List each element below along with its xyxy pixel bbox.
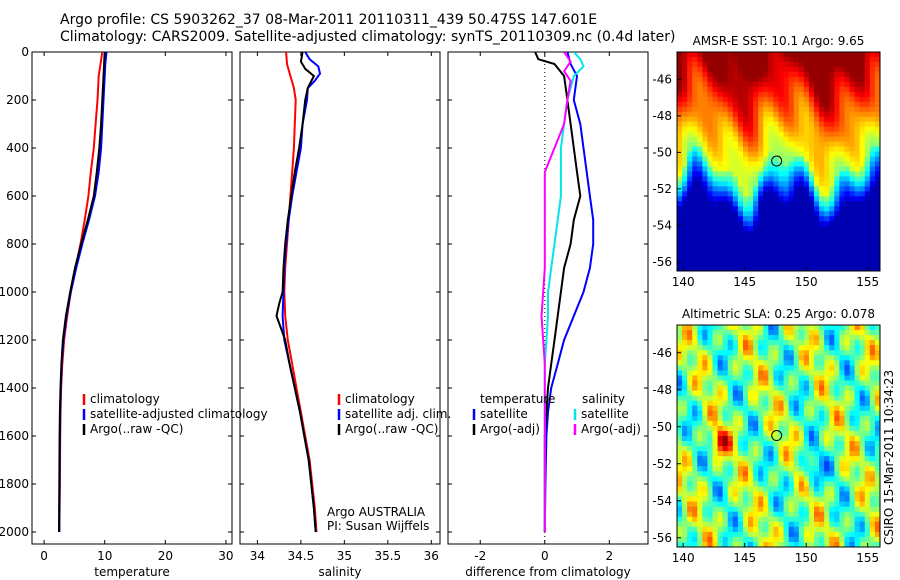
sst-map-title: AMSR-E SST: 10.1 Argo: 9.65	[693, 34, 865, 48]
difference-series-line	[540, 52, 572, 532]
sla-ytick-label: -54	[652, 494, 672, 508]
sla-xtick-label: 145	[733, 551, 756, 565]
depth-tick-label: 1000	[0, 285, 29, 299]
temperature-xlabel: temperature	[94, 565, 169, 579]
panel-salinity: 34 34.5 35 35.5 36 salinity	[239, 51, 441, 579]
difference-series-line	[543, 52, 595, 533]
depth-tick-label: 0	[21, 45, 29, 59]
temperature-xtick-label: 30	[218, 549, 233, 563]
temperature-xtick-label: 10	[97, 549, 112, 563]
sst-ytick-label: -48	[652, 109, 672, 123]
annotation-text: PI: Susan Wijffels	[327, 519, 429, 533]
sla-map-frame	[676, 324, 881, 548]
sst-xtick-label: 140	[672, 275, 695, 289]
salinity-xtick-label: 35	[337, 549, 352, 563]
legend-entry-label: satellite adj. clim.	[345, 407, 451, 421]
legend-entry-label: climatology	[90, 392, 160, 406]
salinity-xtick-label: 34	[250, 549, 265, 563]
legend-group-title: salinity	[582, 392, 625, 406]
sst-xtick-label: 155	[856, 275, 879, 289]
credit-text: CSIRO 15-Mar-2011 10:34:23	[882, 370, 896, 545]
sla-ytick-label: -56	[652, 531, 672, 545]
difference-xtick-label: -2	[474, 549, 486, 563]
sla-ytick-label: -46	[652, 346, 672, 360]
panel-temperature: 0 10 20 30 temperature 0 200 400 600 800 1000 1200 1…	[0, 45, 234, 579]
salinity-xtick-label: 36	[424, 549, 439, 563]
salinity-xlabel: salinity	[318, 565, 361, 579]
difference-xlabel: difference from climatology	[465, 565, 631, 579]
legend-entry-label: Argo(-adj)	[581, 422, 641, 436]
sst-float-marker	[771, 155, 783, 167]
salinity-series-line	[275, 52, 317, 533]
legend-group-title: temperature	[480, 392, 555, 406]
map-sla: Altimetric SLA: 0.25 Argo: 0.078 140 145 15…	[652, 307, 881, 565]
depth-tick-label: 1400	[0, 381, 29, 395]
figure-title-line2: Climatology: CARS2009. Satellite-adjuste…	[60, 29, 676, 45]
legend-entry-label: satellite	[480, 407, 528, 421]
legend-entry-label: climatology	[345, 392, 415, 406]
sst-ytick-label: -52	[652, 182, 672, 196]
map-sst: AMSR-E SST: 10.1 Argo: 9.65 140 145 150 155 -…	[652, 34, 881, 289]
depth-tick-label: 800	[6, 237, 29, 251]
sla-xtick-label: 150	[795, 551, 818, 565]
depth-tick-label: 1200	[0, 333, 29, 347]
sla-float-marker	[771, 430, 783, 442]
salinity-xtick-label: 35.5	[374, 549, 401, 563]
depth-tick-label: 400	[6, 141, 29, 155]
sla-xtick-label: 155	[856, 551, 879, 565]
difference-legend: temperaturesatelliteArgo(-adj)salinitysa…	[472, 392, 641, 436]
depth-tick-label: 1600	[0, 429, 29, 443]
sst-heatmap-cells	[677, 52, 881, 272]
sla-heatmap-cells	[677, 325, 881, 548]
sla-ytick-label: -48	[652, 383, 672, 397]
temperature-xtick-label: 0	[40, 549, 48, 563]
legend-entry-label: satellite	[581, 407, 629, 421]
depth-tick-label: 2000	[0, 525, 29, 539]
depth-tick-label: 200	[6, 93, 29, 107]
legend-entry-label: Argo(-adj)	[480, 422, 540, 436]
annotation-text: Argo AUSTRALIA	[327, 505, 426, 519]
sla-ytick-label: -52	[652, 457, 672, 471]
sst-xtick-label: 150	[795, 275, 818, 289]
sst-ytick-label: -54	[652, 218, 672, 232]
legend-entry-label: Argo(..raw -QC)	[90, 422, 183, 436]
sla-ytick-label: -50	[652, 420, 672, 434]
depth-tick-label: 600	[6, 189, 29, 203]
panel-difference: -2 0 2 difference from climatology	[447, 51, 649, 579]
sst-xtick-label: 145	[733, 275, 756, 289]
legend-entry-label: Argo(..raw -QC)	[345, 422, 438, 436]
depth-tick-label: 1800	[0, 477, 29, 491]
sla-map-title: Altimetric SLA: 0.25 Argo: 0.078	[682, 307, 875, 321]
salinity-axes-box	[239, 51, 441, 545]
legend-entry-label: satellite-adjusted climatology	[90, 407, 268, 421]
sla-xtick-label: 140	[672, 551, 695, 565]
sst-ytick-label: -46	[652, 72, 672, 86]
difference-xtick-label: 0	[541, 549, 549, 563]
temperature-xtick-label: 20	[158, 549, 173, 563]
difference-xtick-label: 2	[605, 549, 613, 563]
sst-ytick-label: -56	[652, 255, 672, 269]
sst-ytick-label: -50	[652, 145, 672, 159]
difference-series-line	[534, 52, 582, 532]
figure-title-line1: Argo profile: CS 5903262_37 08-Mar-2011 …	[60, 12, 598, 28]
salinity-xtick-label: 34.5	[288, 549, 315, 563]
temperature-axes-box	[31, 51, 233, 545]
sst-map-frame	[676, 51, 881, 272]
temperature-series-line	[58, 52, 106, 533]
